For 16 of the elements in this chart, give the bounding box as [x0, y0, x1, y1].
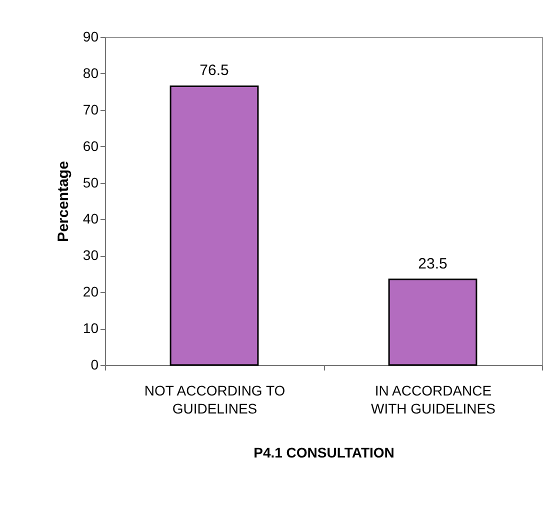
y-tick-label: 0 [90, 356, 99, 372]
y-tick-label: 20 [82, 284, 99, 300]
y-tick-label: 70 [82, 101, 99, 118]
y-axis-title: Percentage [54, 161, 72, 242]
y-tick-label: 60 [82, 138, 99, 154]
x-tick-label: NOT ACCORDING TO GUIDELINES [144, 382, 286, 416]
data-label: 76.5 [200, 62, 229, 80]
y-tick-label: 80 [82, 64, 99, 81]
y-tick-label: 10 [82, 320, 99, 336]
data-label: 23.5 [418, 255, 448, 272]
y-tick-label: 40 [82, 210, 99, 227]
x-tick-label: IN ACCORDANCE WITH GUIDELINES [371, 382, 496, 416]
x-axis-title: P4.1 CONSULTATION [254, 444, 394, 460]
y-tick-label: 30 [82, 247, 99, 264]
y-tick-label: 90 [82, 28, 99, 44]
y-tick-label: 50 [82, 174, 99, 190]
